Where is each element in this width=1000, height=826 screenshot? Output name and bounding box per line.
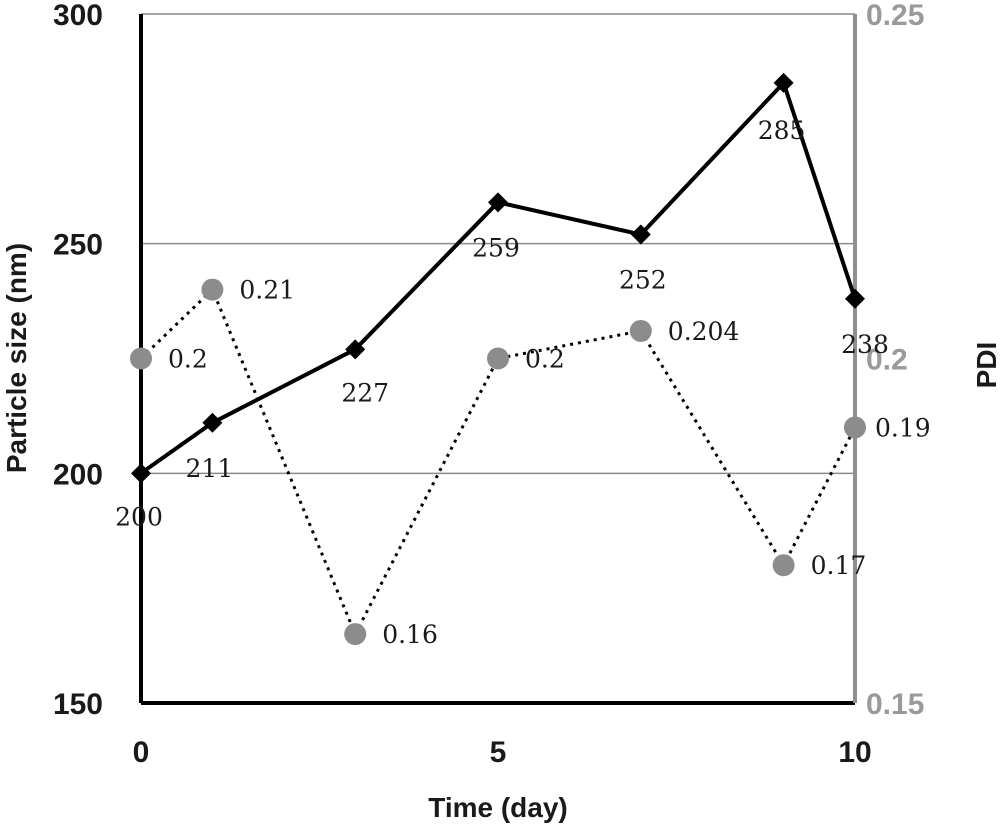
left-tick-label: 250 [53,229,103,262]
particle-size-point [773,72,794,93]
right-tick-label: 0.25 [866,0,924,32]
x-axis-title: Time (day) [428,792,568,823]
pdi-data-label: 0.204 [668,317,740,346]
data-labels: 0.2 0.21 0.16 0.2 0.204 0.17 0.19 200 211 227 259 2… [115,116,931,649]
gridlines [141,13,855,475]
left-tick-label: 300 [53,0,103,32]
pdi-data-label: 0.21 [239,276,295,305]
left-tick-label: 150 [53,688,103,721]
particle-size-point [345,339,366,360]
particle-size-point [845,288,865,309]
particle-size-data-label: 252 [619,265,667,294]
right-tick-label: 0.2 [866,344,908,377]
pdi-data-label: 0.2 [525,345,565,374]
pdi-point [772,554,795,577]
pdi-data-label: 0.19 [875,413,931,442]
pdi-point [344,623,367,646]
particle-size-data-label: 211 [186,454,234,483]
particle-size-point [202,412,223,433]
particle-size-point [131,463,151,484]
left-y-axis-title: Particle size (nm) [1,243,32,473]
x-tick-label: 5 [490,736,507,769]
particle-size-data-label: 285 [758,116,806,145]
particle-size-data-label: 200 [115,502,163,531]
left-tick-label: 200 [53,458,103,491]
pdi-line [139,288,857,636]
pdi-data-label: 0.16 [382,620,438,649]
pdi-data-label: 0.2 [168,345,208,374]
pdi-point [201,278,224,301]
pdi-data-label: 0.17 [811,551,867,580]
x-tick-label: 0 [133,736,150,769]
particle-size-data-label: 227 [341,378,389,407]
particle-size-data-label: 259 [472,233,520,262]
pdi-point [130,347,152,370]
particle-size-point [630,224,651,245]
series-markers [130,72,866,646]
pdi-point [844,416,866,439]
right-tick-label: 0.15 [866,688,924,721]
pdi-point [487,347,509,370]
particle-size-data-label: 238 [841,330,889,359]
x-tick-label: 10 [838,736,871,769]
tick-labels: 150 200 250 300 0.15 0.2 0.25 0 5 10 [53,0,924,769]
right-y-axis-title: PDI [971,342,1000,389]
particle-size-point [488,192,508,213]
pdi-point [629,319,652,342]
